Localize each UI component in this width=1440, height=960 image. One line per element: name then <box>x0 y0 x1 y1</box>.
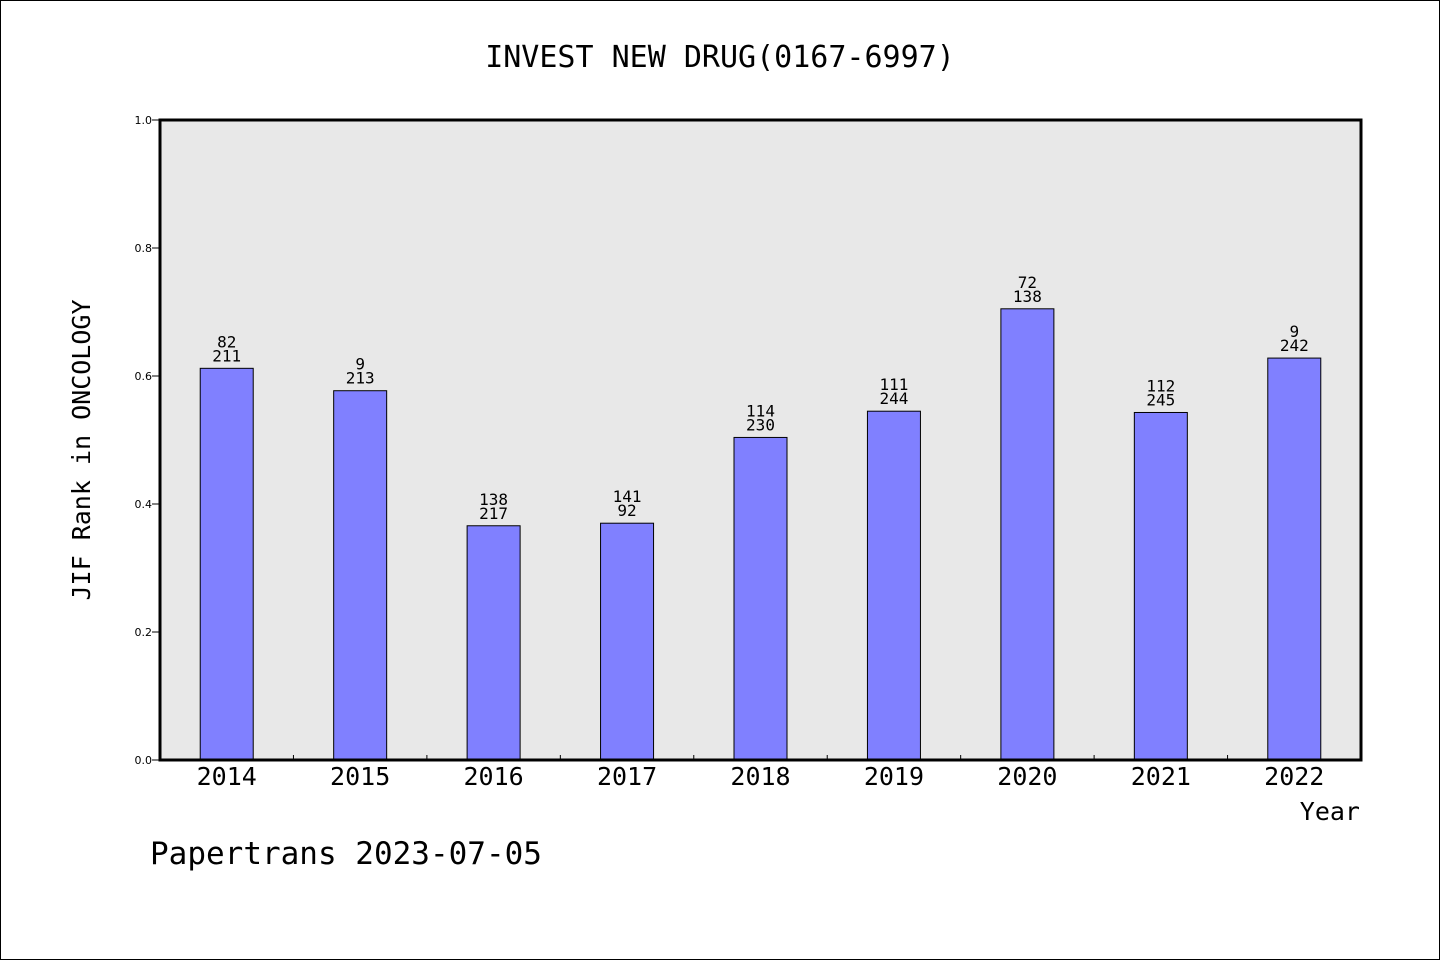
bar-total-label: 244 <box>879 389 908 408</box>
y-tick-label: 0.6 <box>135 370 153 383</box>
x-axis: 2014 2015 2016 2017 2018 2019 2020 2021 2022 <box>197 755 1324 791</box>
bar-rank-label: 111 <box>879 375 908 394</box>
y-tick-label: 0.2 <box>135 626 153 639</box>
y-tick-label: 1.0 <box>135 114 153 127</box>
bar-total-label: 138 <box>1013 287 1042 306</box>
bar-2014 <box>199 367 254 761</box>
bar-rank-label: 114 <box>746 401 775 420</box>
bar-rank-label: 9 <box>1289 322 1299 341</box>
bar-rank-label: 141 <box>613 487 642 506</box>
footer-text: Papertrans 2023-07-05 <box>150 836 542 872</box>
x-tick-label: 2017 <box>597 762 657 791</box>
bar-total-label: 230 <box>746 415 775 434</box>
bar-total-label: 92 <box>617 501 636 520</box>
bar-rank-label: 138 <box>479 490 508 509</box>
y-axis-label: JIF Rank in ONCOLOGY <box>67 299 96 600</box>
bar-2018 <box>733 436 788 761</box>
bar-2021 <box>1133 411 1188 761</box>
bar-total-label: 211 <box>212 346 241 365</box>
bar-rank-label: 82 <box>217 332 236 351</box>
bar-total-label: 217 <box>479 504 508 523</box>
x-tick-label: 2015 <box>330 762 390 791</box>
bar-2019 <box>866 410 921 761</box>
bar-total-label: 245 <box>1146 390 1175 409</box>
y-tick-label: 0.8 <box>135 242 153 255</box>
bar-total-label: 213 <box>346 369 375 388</box>
bar-rank-label: 9 <box>355 355 365 374</box>
bar-2015 <box>333 390 388 761</box>
y-tick-label: 0.4 <box>135 498 153 511</box>
y-axis: 0.0 0.2 0.4 0.6 0.8 1.0 <box>135 114 160 767</box>
bar-2017 <box>600 522 655 761</box>
x-tick-label: 2021 <box>1131 762 1191 791</box>
chart-title: INVEST NEW DRUG(0167-6997) <box>485 40 955 75</box>
bar-2022 <box>1267 357 1322 761</box>
bar-rank-label: 72 <box>1018 273 1037 292</box>
bar-2016 <box>466 525 521 761</box>
x-tick-label: 2022 <box>1264 762 1324 791</box>
plot-border <box>158 118 1363 762</box>
bar-total-label: 242 <box>1280 336 1309 355</box>
x-axis-label: Year <box>1300 797 1360 826</box>
bar-2020 <box>1000 308 1055 761</box>
x-tick-label: 2019 <box>864 762 924 791</box>
x-tick-label: 2016 <box>464 762 524 791</box>
y-tick-label: 0.0 <box>135 754 153 767</box>
x-tick-label: 2018 <box>730 762 790 791</box>
bar-rank-label: 112 <box>1146 376 1175 395</box>
x-tick-label: 2020 <box>997 762 1057 791</box>
x-tick-label: 2014 <box>197 762 257 791</box>
